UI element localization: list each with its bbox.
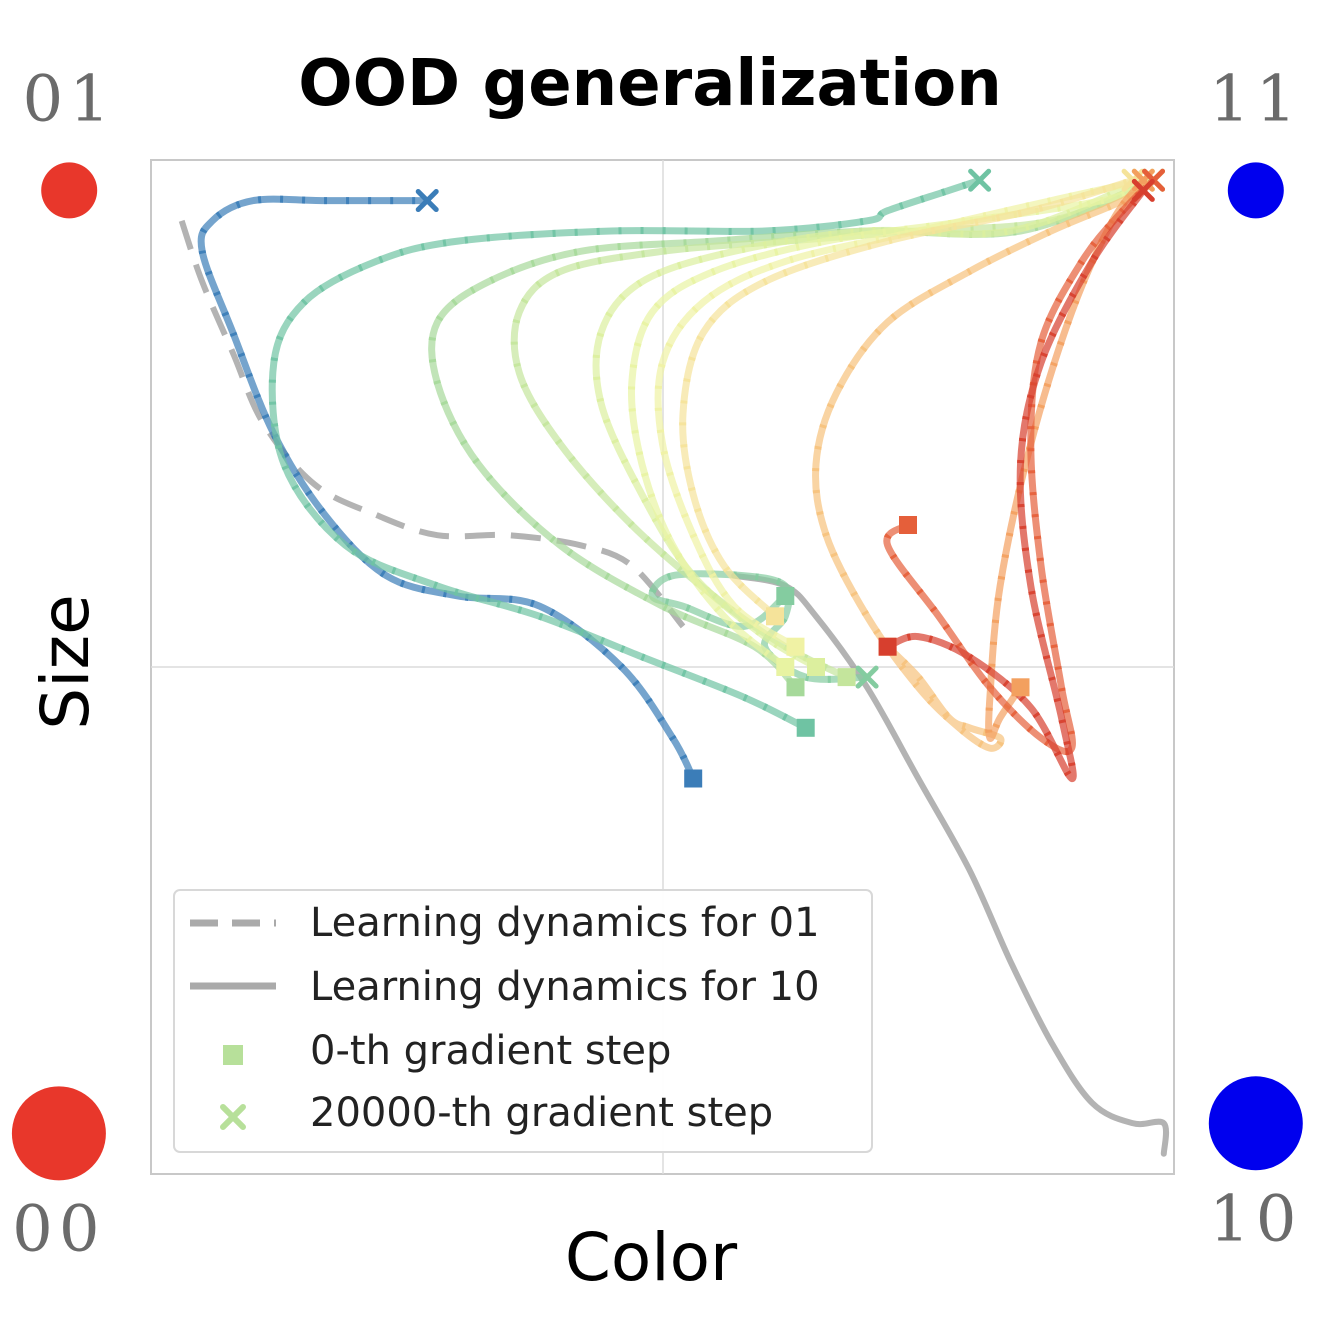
series-step-dots-2 bbox=[268, 176, 981, 731]
end-marker-3 bbox=[855, 665, 879, 689]
start-marker-5 bbox=[837, 668, 856, 687]
legend: Learning dynamics for 01 Learning dynami… bbox=[173, 889, 873, 1153]
end-marker-13 bbox=[1131, 178, 1155, 202]
corner-label-11: 11 bbox=[1209, 62, 1302, 136]
series-line-10 bbox=[812, 176, 1157, 752]
start-marker-9 bbox=[766, 607, 784, 626]
legend-entry-end: 20000-th gradient step bbox=[310, 1090, 773, 1136]
series-step-dots-9 bbox=[679, 176, 1135, 619]
reference-series-01 bbox=[178, 219, 686, 629]
corner-dot-10 bbox=[1208, 1076, 1303, 1171]
series-step-dots-13 bbox=[886, 188, 1147, 783]
corner-dot-01 bbox=[41, 162, 98, 219]
start-marker-8 bbox=[786, 637, 805, 656]
start-marker-2 bbox=[796, 718, 815, 737]
corner-label-01: 01 bbox=[22, 62, 115, 136]
legend-entry-01: Learning dynamics for 01 bbox=[310, 900, 820, 946]
start-marker-3 bbox=[776, 587, 795, 605]
end-marker-1 bbox=[415, 189, 439, 213]
series-layer bbox=[178, 176, 1170, 1157]
corner-label-10: 10 bbox=[1209, 1182, 1302, 1256]
corner-dot-00 bbox=[11, 1086, 106, 1181]
corner-dot-11 bbox=[1227, 162, 1284, 219]
end-marker-2 bbox=[968, 168, 992, 192]
marker-layer bbox=[415, 168, 1166, 788]
start-marker-1 bbox=[684, 769, 703, 788]
legend-x-icon bbox=[220, 1104, 246, 1130]
start-marker-6 bbox=[807, 658, 825, 676]
legend-entry-start: 0-th gradient step bbox=[310, 1028, 671, 1074]
legend-square-icon bbox=[223, 1045, 243, 1065]
start-marker-11 bbox=[1011, 678, 1030, 697]
corner-label-00: 00 bbox=[12, 1192, 105, 1266]
series-line-12 bbox=[883, 176, 1157, 756]
corner-layer: 01 11 00 10 bbox=[11, 62, 1303, 1266]
start-marker-7 bbox=[776, 658, 795, 676]
series-step-dots-4 bbox=[428, 177, 1155, 690]
y-axis-label: Size bbox=[27, 594, 104, 729]
x-axis-label: Color bbox=[565, 1219, 738, 1296]
legend-entry-10: Learning dynamics for 10 bbox=[310, 964, 820, 1010]
start-marker-12 bbox=[899, 516, 917, 534]
series-line-1 bbox=[197, 195, 697, 782]
start-marker-13 bbox=[878, 637, 897, 656]
legend-box bbox=[173, 889, 873, 1153]
start-marker-4 bbox=[786, 678, 805, 697]
chart-title: OOD generalization bbox=[298, 47, 1002, 121]
reference-series-10 bbox=[731, 572, 1170, 1157]
series-line-8 bbox=[654, 176, 1147, 651]
